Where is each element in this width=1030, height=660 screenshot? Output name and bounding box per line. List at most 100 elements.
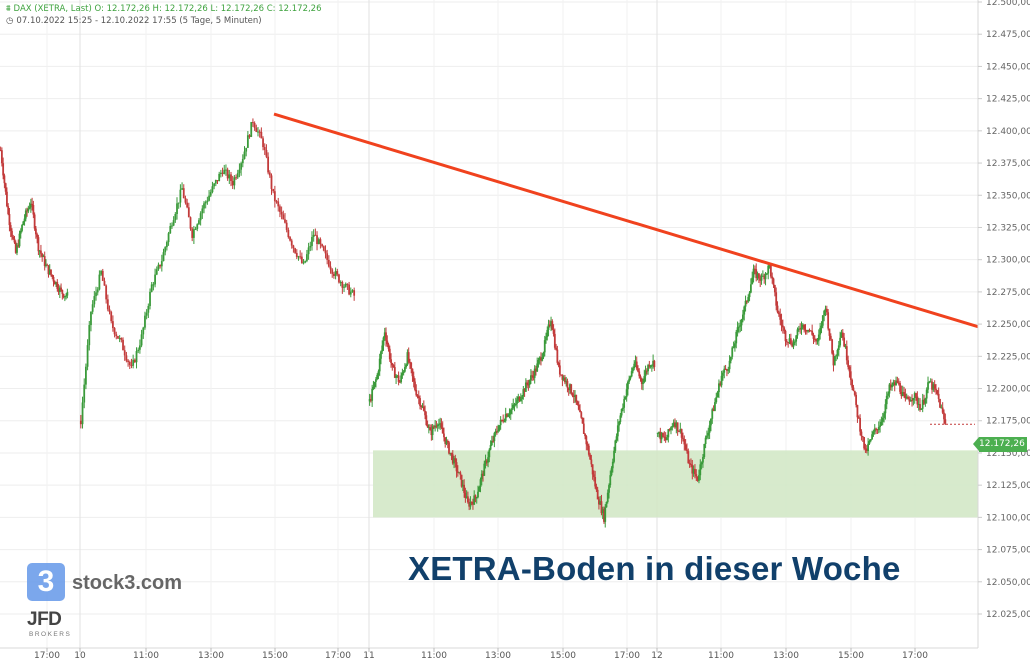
candle (594, 470, 597, 489)
candle-body (426, 424, 429, 428)
candle (267, 152, 270, 175)
candle (584, 433, 586, 440)
candle-body (431, 426, 434, 436)
candle-body (105, 285, 108, 300)
candle (460, 474, 463, 488)
candle-body (411, 368, 414, 377)
candle-body (95, 292, 97, 297)
candle-body (268, 172, 271, 176)
candle-body (43, 256, 46, 267)
candle-body (567, 387, 570, 391)
candle-body (888, 384, 891, 394)
candle (177, 202, 180, 209)
candle (422, 400, 425, 412)
candle (562, 375, 565, 382)
candle (431, 423, 434, 441)
candle-body (803, 324, 806, 330)
candle (420, 404, 423, 410)
candle-body (630, 371, 633, 377)
candle (133, 358, 136, 364)
candle-body (267, 156, 270, 173)
candle-body (468, 502, 471, 507)
y-axis: 12.025,00 12.050,00 12.075,00 12.100,00 12.1… (978, 0, 1030, 620)
candle (284, 212, 286, 224)
candle (715, 392, 718, 404)
x-axis: 17:00 10 11:00 13:00 15:00 17:00 11 11:00 13:00 1… (34, 648, 928, 660)
candle-body (243, 151, 246, 159)
candle (805, 329, 808, 335)
candle (572, 389, 575, 404)
candle-body (41, 253, 44, 257)
candle-body (723, 368, 726, 373)
candle (519, 393, 522, 402)
candle (884, 399, 887, 420)
candle (307, 242, 310, 260)
candle-body (492, 440, 495, 442)
candle-body (516, 399, 518, 404)
candle (566, 378, 569, 393)
candle (371, 384, 374, 407)
candle-body (65, 295, 68, 297)
candle-body (96, 289, 99, 293)
candle (637, 365, 639, 373)
candle-body (287, 229, 290, 238)
candle (424, 405, 426, 420)
candle-body (489, 445, 492, 450)
candle (571, 392, 574, 398)
candle-body (908, 399, 911, 402)
candle (679, 422, 682, 434)
candle-body (904, 394, 907, 399)
candle (443, 427, 445, 442)
candle (306, 249, 308, 263)
candle (302, 259, 305, 265)
candle-body (821, 315, 824, 326)
candle (0, 147, 3, 167)
candle (765, 272, 768, 275)
candle-body (621, 407, 624, 409)
y-tick-label: 12.050,00 (986, 578, 1030, 588)
candle (196, 223, 199, 232)
candle-body (344, 283, 347, 287)
candle (349, 287, 352, 298)
candle (668, 428, 671, 432)
candle (797, 325, 800, 332)
candle-body (594, 477, 597, 487)
candle (240, 161, 243, 176)
candle-body (812, 334, 815, 339)
candle-body (833, 356, 836, 366)
candle (660, 431, 663, 444)
candle-body (424, 410, 426, 416)
candle (243, 146, 246, 160)
candle (811, 324, 814, 336)
candle (426, 420, 429, 428)
candle (245, 147, 248, 157)
candle-body (672, 422, 675, 426)
x-tick-label: 17:00 (325, 651, 351, 660)
candle-body (679, 428, 682, 432)
candle (187, 202, 190, 218)
candle-body (398, 381, 401, 383)
candle-body (590, 459, 593, 465)
candle-body (699, 464, 702, 476)
candle-body (322, 246, 325, 251)
candle-body (876, 429, 879, 431)
candle-body (944, 419, 947, 424)
candle (50, 269, 52, 277)
candle-body (479, 479, 482, 488)
candle (521, 395, 523, 404)
candle (498, 425, 501, 432)
candle-body (172, 220, 175, 226)
candle (877, 421, 880, 434)
candle-body (391, 363, 394, 366)
candle-body (734, 343, 736, 348)
candle (444, 437, 447, 448)
candle (698, 469, 700, 484)
candle (208, 190, 210, 202)
candle-body (667, 429, 670, 438)
candle-body (795, 335, 798, 342)
candle-body (329, 266, 332, 270)
candle-body (623, 399, 626, 408)
candle-body (443, 433, 445, 438)
candle-body (739, 325, 742, 327)
